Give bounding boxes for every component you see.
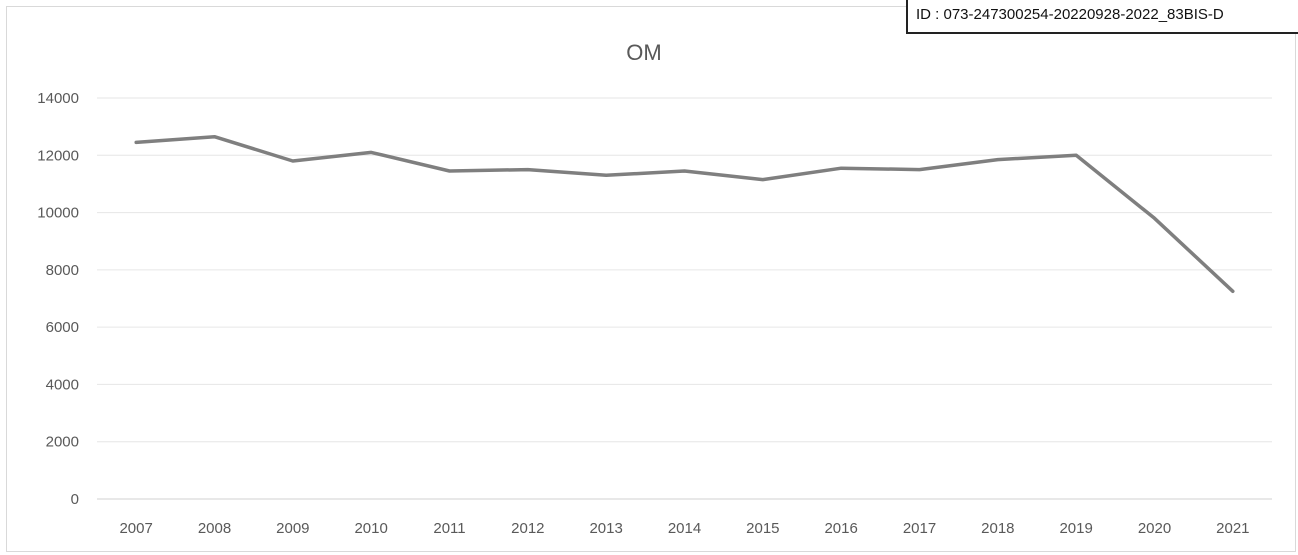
- x-axis-ticks: 2007 2008 2009 2010 2011 2012 2013 2014 2015 2016…: [119, 520, 1249, 537]
- x-tick-label: 2010: [354, 520, 387, 537]
- x-tick-label: 2013: [589, 520, 622, 537]
- x-tick-label: 2007: [119, 520, 152, 537]
- document-id-stamp: ID : 073-247300254-20220928-2022_83BIS-D: [906, 0, 1298, 34]
- x-tick-label: 2011: [433, 520, 465, 537]
- x-tick-label: 2021: [1216, 520, 1249, 537]
- x-tick-label: 2019: [1059, 520, 1092, 537]
- y-tick-label: 10000: [37, 205, 79, 222]
- y-tick-label: 14000: [37, 90, 79, 107]
- chart-title: OM: [626, 40, 661, 65]
- y-tick-label: 6000: [46, 319, 79, 336]
- chart-frame: [6, 6, 1296, 552]
- series-layer: [134, 134, 1235, 294]
- x-tick-label: 2009: [276, 520, 309, 537]
- series-line: [134, 134, 1235, 294]
- x-tick-label: 2008: [198, 520, 231, 537]
- x-tick-label: 2016: [824, 520, 857, 537]
- y-tick-label: 8000: [46, 262, 79, 279]
- x-tick-label: 2015: [746, 520, 779, 537]
- y-tick-label: 2000: [46, 434, 79, 451]
- x-tick-label: 2018: [981, 520, 1014, 537]
- y-tick-label: 0: [71, 491, 79, 508]
- gridlines: [97, 97, 1272, 500]
- x-tick-label: 2012: [511, 520, 544, 537]
- y-tick-label: 4000: [46, 376, 79, 393]
- y-axis-ticks: 0 2000 4000 6000 8000 10000 12000 14000: [37, 90, 79, 508]
- y-tick-label: 12000: [37, 147, 79, 164]
- x-tick-label: 2014: [668, 520, 701, 537]
- x-tick-label: 2020: [1138, 520, 1171, 537]
- x-tick-label: 2017: [903, 520, 936, 537]
